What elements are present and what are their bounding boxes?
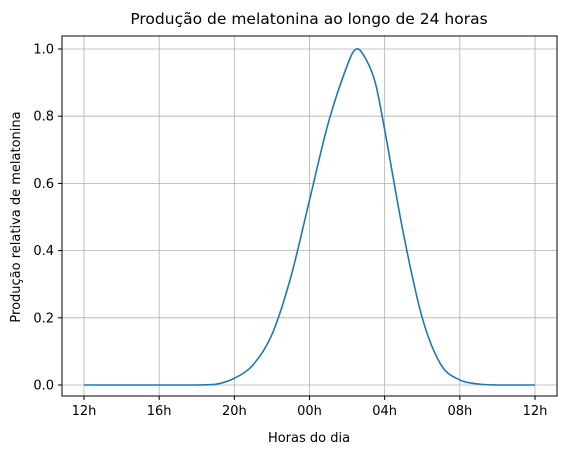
x-tick-label: 16h xyxy=(147,404,172,419)
x-tick-label: 04h xyxy=(372,404,397,419)
x-tick-label: 12h xyxy=(72,404,97,419)
chart-title: Produção de melatonina ao longo de 24 ho… xyxy=(130,10,487,28)
series-line xyxy=(84,48,535,386)
grid xyxy=(62,36,557,396)
series-layer xyxy=(84,48,535,386)
y-tick-label: 0.8 xyxy=(33,110,54,125)
y-axis-label: Produção relativa de melatonina xyxy=(9,111,24,322)
ticks: 12h 16h 20h 00h 04h 08h 12h 0.0 0.2 0.4 0.6 0.8 1.0 xyxy=(33,43,547,420)
x-tick-label: 08h xyxy=(447,404,472,419)
x-tick-label: 00h xyxy=(297,404,322,419)
x-axis-label: Horas do dia xyxy=(268,431,350,446)
y-tick-label: 0.0 xyxy=(33,379,54,394)
x-tick-label: 12h xyxy=(523,404,548,419)
y-tick-label: 0.4 xyxy=(33,244,54,259)
y-tick-label: 1.0 xyxy=(33,43,54,58)
x-tick-label: 20h xyxy=(222,404,247,419)
y-tick-label: 0.6 xyxy=(33,177,54,192)
y-tick-label: 0.2 xyxy=(33,311,54,326)
